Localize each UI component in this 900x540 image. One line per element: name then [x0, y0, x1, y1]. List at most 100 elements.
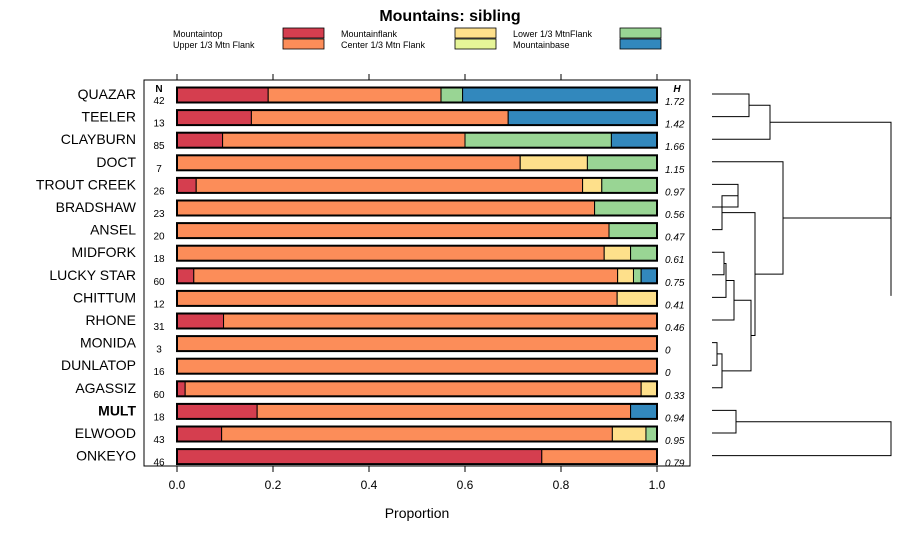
bar-segment-mountainflank — [519, 154, 588, 171]
row: DOCT 7 1.15 — [96, 154, 685, 176]
bar-outline — [176, 176, 658, 194]
bar-segment-mountaintop — [176, 426, 223, 442]
x-axis: 0.0 0.2 0.4 0.6 0.8 1.0 — [169, 74, 666, 492]
row-n-value: 85 — [153, 141, 165, 152]
row: RHONE 31 0.46 — [85, 312, 684, 334]
row-n-value: 42 — [153, 96, 165, 107]
legend-label: Lower 1/3 MtnFlank — [513, 29, 593, 39]
bar-segment-upper-1-3-mtn-flank — [176, 154, 521, 171]
bar-outline — [176, 357, 658, 375]
bar-segment-mountainbase — [462, 87, 658, 103]
bar-segment-mountainflank — [582, 177, 603, 194]
legend-label: Center 1/3 Mtn Flank — [341, 40, 426, 50]
row-h-value: 1.72 — [665, 97, 685, 108]
row-label: TROUT CREEK — [36, 176, 137, 192]
row-n-value: 23 — [153, 209, 165, 220]
legend-swatch — [282, 27, 325, 39]
bar-outline — [176, 267, 658, 285]
bar-outline — [176, 448, 658, 466]
row-h-value: 1.66 — [665, 142, 685, 153]
row-n-value: 60 — [153, 277, 165, 288]
dendrogram-branch — [712, 421, 892, 457]
legend-swatch — [619, 38, 662, 50]
bar-outline — [176, 109, 658, 127]
row-label: TEELER — [82, 109, 136, 125]
bar-segment-mountaintop — [176, 403, 258, 420]
row-label: ANSEL — [90, 222, 136, 238]
row-h-value: 0.41 — [665, 300, 684, 311]
row-label: MULT — [98, 402, 136, 418]
legend-label: Mountainbase — [513, 40, 570, 50]
row: MIDFORK 18 0.61 — [71, 244, 684, 266]
row: MULT 18 0.94 — [98, 402, 685, 424]
row-label: ONKEYO — [76, 448, 136, 464]
bar-segment-upper-1-3-mtn-flank — [221, 426, 613, 442]
bar-segment-mountainflank — [617, 267, 634, 284]
row-h-value: 0.46 — [665, 323, 685, 334]
bar-segment-lower-1-3-mtnflank — [630, 245, 658, 262]
legend-label: Mountaintop — [173, 29, 223, 39]
row-h-value: 0.94 — [665, 413, 685, 424]
row-n-value: 18 — [153, 412, 165, 423]
row-label: MIDFORK — [71, 244, 136, 260]
row: CHITTUM 12 0.41 — [73, 289, 684, 311]
bar-segment-upper-1-3-mtn-flank — [176, 335, 658, 352]
bar-segment-upper-1-3-mtn-flank — [195, 177, 584, 194]
row-n-value: 16 — [153, 367, 165, 378]
bar-segment-lower-1-3-mtnflank — [586, 154, 658, 171]
bar-outline — [176, 154, 658, 172]
dendrogram-branch — [722, 212, 756, 337]
x-tick-label: 0.0 — [169, 478, 186, 492]
row-label: BRADSHAW — [56, 199, 137, 215]
legend-swatch — [619, 27, 662, 39]
dendrogram-branch — [712, 251, 725, 276]
bar-segment-upper-1-3-mtn-flank — [193, 267, 619, 284]
row-label: DOCT — [96, 154, 136, 170]
n-column-header: N — [155, 84, 162, 95]
row-n-value: 13 — [153, 119, 165, 130]
row-n-value: 43 — [153, 435, 165, 446]
bar-segment-upper-1-3-mtn-flank — [176, 290, 618, 307]
x-tick-label: 1.0 — [649, 478, 666, 492]
bar-segment-mountaintop — [176, 87, 269, 103]
row: AGASSIZ 60 0.33 — [75, 380, 685, 402]
row-h-value: 0 — [665, 346, 671, 357]
bar-segment-mountaintop — [176, 177, 197, 194]
bar-segment-upper-1-3-mtn-flank — [541, 448, 658, 465]
bar-segment-lower-1-3-mtnflank — [608, 222, 658, 239]
row-n-value: 7 — [156, 164, 162, 175]
dendrogram-branch — [770, 121, 892, 219]
row-n-value: 18 — [153, 254, 165, 265]
x-tick-label: 0.2 — [265, 478, 282, 492]
row-label: AGASSIZ — [75, 380, 136, 396]
bar-segment-mountainflank — [603, 245, 632, 262]
bar-outline — [176, 199, 658, 217]
chart-title: Mountains: sibling — [379, 8, 520, 25]
row: DUNLATOP 16 0 — [61, 357, 671, 379]
bar-segment-upper-1-3-mtn-flank — [267, 87, 442, 103]
row-h-value: 1.42 — [665, 120, 685, 131]
bar-segment-mountainbase — [610, 132, 658, 149]
bar-outline — [176, 402, 658, 420]
bar-segment-upper-1-3-mtn-flank — [176, 358, 658, 375]
bar-segment-upper-1-3-mtn-flank — [184, 380, 642, 397]
row: MONIDA 3 0 — [80, 335, 671, 357]
dendrogram-branch — [722, 299, 752, 372]
row: LUCKY STAR 60 0.75 — [49, 267, 685, 289]
row: ONKEYO 46 0.79 — [76, 448, 685, 470]
row: QUAZAR 42 1.72 — [78, 86, 685, 108]
row: BRADSHAW 23 0.56 — [56, 199, 685, 221]
dendrogram-branch — [712, 279, 735, 321]
bar-segment-mountaintop — [176, 109, 252, 126]
row-n-value: 31 — [153, 322, 165, 333]
bar-segment-upper-1-3-mtn-flank — [223, 313, 658, 329]
row-n-value: 26 — [153, 186, 165, 197]
row: ELWOOD 43 0.95 — [75, 425, 685, 447]
row-h-value: 1.15 — [665, 165, 685, 176]
bar-segment-mountainflank — [640, 380, 658, 397]
row-label: ELWOOD — [75, 425, 136, 441]
bar-segment-mountainflank — [616, 290, 658, 307]
h-column-header: H — [673, 84, 681, 95]
